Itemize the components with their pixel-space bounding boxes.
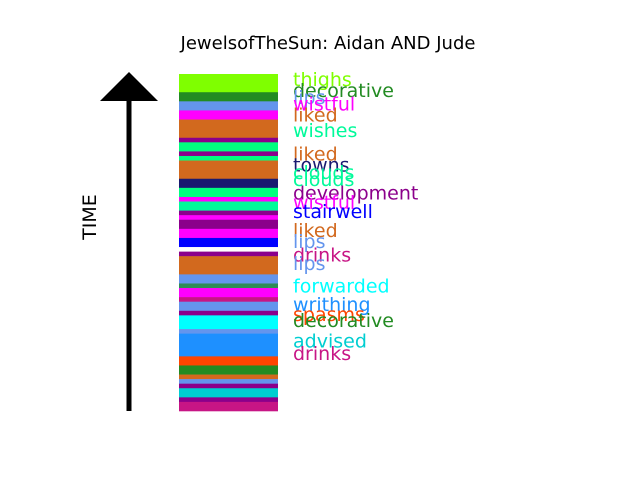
bar-segment-11 — [179, 187, 278, 198]
bar-segment-19 — [179, 247, 278, 252]
bar-segment-1 — [179, 92, 278, 102]
bar-segment-23 — [179, 283, 278, 289]
bar-segment-5 — [179, 137, 278, 143]
word-label-17: forwarded — [293, 276, 390, 298]
bar-segment-8 — [179, 155, 278, 161]
word-label-9: clouds — [293, 169, 354, 191]
bar-segment-14 — [179, 210, 278, 216]
bar-segment-35 — [179, 383, 278, 389]
bar-segment-16 — [179, 219, 278, 230]
word-labels: thighsdecorativelipswistfullikedwishesli… — [293, 69, 418, 365]
bar-segment-0 — [179, 74, 278, 93]
bar-segment-22 — [179, 274, 278, 284]
bar-segment-26 — [179, 301, 278, 312]
bar-segment-15 — [179, 215, 278, 221]
bar-segment-32 — [179, 365, 278, 375]
bar-segment-29 — [179, 329, 278, 334]
word-label-21: advised — [293, 330, 367, 352]
bar-segment-9 — [179, 160, 278, 180]
bar-segment-34 — [179, 379, 278, 384]
word-label-0: thighs — [293, 69, 352, 91]
time-arrow-head — [100, 72, 158, 101]
bar-segment-36 — [179, 388, 278, 398]
word-label-13: liked — [293, 220, 338, 242]
bar-segment-3 — [179, 110, 278, 120]
bar-segment-2 — [179, 101, 278, 111]
word-label-10: development — [293, 183, 418, 205]
word-label-1: decorative — [293, 80, 394, 102]
bar-segment-21 — [179, 256, 278, 275]
stacked-bar — [179, 74, 278, 412]
bar-segment-31 — [179, 356, 278, 366]
bar-segment-7 — [179, 151, 278, 157]
word-label-20: decorative — [293, 310, 394, 332]
word-label-3: wistful — [293, 93, 355, 115]
bar-segment-33 — [179, 374, 278, 380]
bar-segment-20 — [179, 251, 278, 257]
word-label-19: spasms — [293, 304, 365, 326]
bar-segment-24 — [179, 288, 278, 298]
word-label-22: drinks — [293, 343, 351, 365]
bar-segment-27 — [179, 310, 278, 316]
bar-segment-30 — [179, 333, 278, 357]
word-label-15: drinks — [293, 245, 351, 267]
bar-segment-4 — [179, 119, 278, 139]
bar-segment-10 — [179, 178, 278, 189]
bar-segment-28 — [179, 315, 278, 330]
word-label-8: clouds — [293, 162, 354, 184]
chart-title: JewelsofTheSun: Aidan AND Jude — [180, 33, 476, 54]
bar-segment-12 — [179, 196, 278, 202]
bar-segment-25 — [179, 297, 278, 302]
word-label-16: lips — [293, 253, 326, 275]
y-axis-label: TIME — [79, 194, 101, 241]
word-label-5: wishes — [293, 120, 357, 142]
word-label-14: lips — [293, 231, 326, 253]
bar-segment-6 — [179, 142, 278, 152]
bar-segment-37 — [179, 397, 278, 403]
bar-segment-13 — [179, 201, 278, 211]
word-label-12: stairwell — [293, 201, 373, 223]
word-label-7: towns — [293, 154, 350, 176]
word-label-18: writhing — [293, 294, 371, 316]
bar-segment-18 — [179, 237, 278, 248]
bar-segment-38 — [179, 401, 278, 412]
bar-segment-17 — [179, 228, 278, 239]
word-label-2: lips — [293, 87, 326, 109]
word-label-4: liked — [293, 104, 338, 126]
word-label-6: liked — [293, 144, 338, 166]
word-label-11: wistful — [293, 192, 355, 214]
